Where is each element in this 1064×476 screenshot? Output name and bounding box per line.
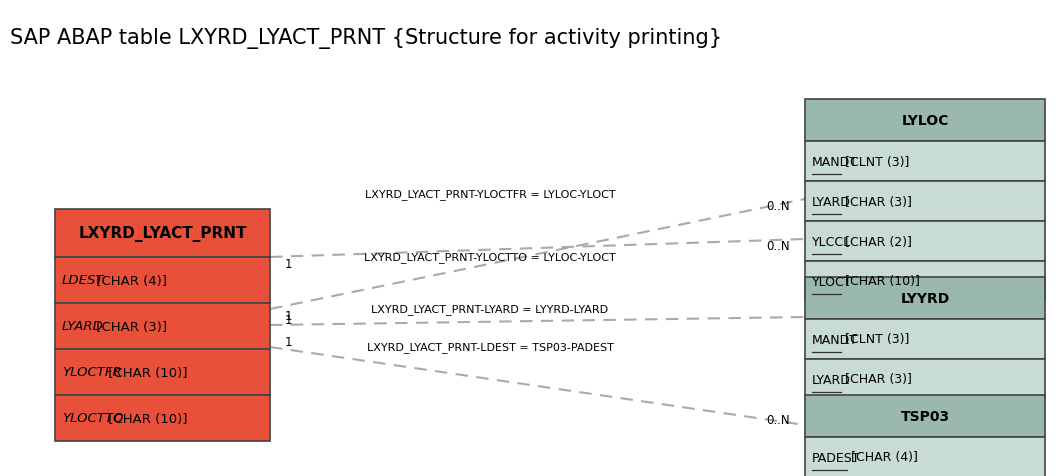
FancyBboxPatch shape [805,261,1045,301]
Text: [CLNT (3)]: [CLNT (3)] [841,155,910,168]
FancyBboxPatch shape [805,319,1045,359]
FancyBboxPatch shape [805,278,1045,319]
Text: 0..N: 0..N [766,199,789,212]
Text: YLCCL: YLCCL [812,235,851,248]
Text: LYYRD: LYYRD [900,291,950,306]
Text: [CHAR (3)]: [CHAR (3)] [92,320,167,333]
FancyBboxPatch shape [805,395,1045,437]
Text: LXYRD_LYACT_PRNT: LXYRD_LYACT_PRNT [79,226,247,241]
Text: TSP03: TSP03 [900,409,949,423]
Text: LXYRD_LYACT_PRNT-YLOCTTO = LYLOC-YLOCT: LXYRD_LYACT_PRNT-YLOCTTO = LYLOC-YLOCT [364,252,616,263]
FancyBboxPatch shape [55,258,270,303]
FancyBboxPatch shape [55,209,270,258]
Text: 0..N: 0..N [766,239,789,252]
Text: [CHAR (10)]: [CHAR (10)] [841,275,920,288]
FancyBboxPatch shape [805,100,1045,142]
Text: YLOCTFR: YLOCTFR [62,366,121,379]
Text: YLOCTTO: YLOCTTO [62,412,123,425]
Text: [CHAR (3)]: [CHAR (3)] [841,195,912,208]
Text: SAP ABAP table LXYRD_LYACT_PRNT {Structure for activity printing}: SAP ABAP table LXYRD_LYACT_PRNT {Structu… [10,28,722,49]
FancyBboxPatch shape [805,221,1045,261]
FancyBboxPatch shape [805,437,1045,476]
Text: 1: 1 [285,309,293,322]
Text: LYLOC: LYLOC [901,114,949,128]
Text: MANDT: MANDT [812,155,858,168]
Text: MANDT: MANDT [812,333,858,346]
FancyBboxPatch shape [55,395,270,441]
Text: [CHAR (10)]: [CHAR (10)] [104,412,187,425]
Text: YLOCT: YLOCT [812,275,852,288]
FancyBboxPatch shape [805,182,1045,221]
Text: LYARD: LYARD [812,373,851,386]
Text: [CHAR (3)]: [CHAR (3)] [841,373,912,386]
Text: [CLNT (3)]: [CLNT (3)] [841,333,910,346]
FancyBboxPatch shape [55,303,270,349]
Text: [CHAR (4)]: [CHAR (4)] [847,451,917,464]
FancyBboxPatch shape [805,142,1045,182]
Text: LXYRD_LYACT_PRNT-YLOCTFR = LYLOC-YLOCT: LXYRD_LYACT_PRNT-YLOCTFR = LYLOC-YLOCT [365,189,615,200]
FancyBboxPatch shape [55,349,270,395]
Text: 1: 1 [285,313,293,326]
Text: LDEST: LDEST [62,274,104,287]
FancyBboxPatch shape [805,359,1045,399]
Text: 1: 1 [285,335,293,348]
Text: [CHAR (4)]: [CHAR (4)] [92,274,167,287]
Text: 0..N: 0..N [766,413,789,426]
Text: LYARD: LYARD [812,195,851,208]
Text: 1: 1 [285,257,293,270]
Text: LYARD: LYARD [62,320,104,333]
Text: LXYRD_LYACT_PRNT-LDEST = TSP03-PADEST: LXYRD_LYACT_PRNT-LDEST = TSP03-PADEST [367,342,614,353]
Text: PADEST: PADEST [812,451,861,464]
Text: [CHAR (10)]: [CHAR (10)] [104,366,187,379]
Text: [CHAR (2)]: [CHAR (2)] [841,235,912,248]
Text: LXYRD_LYACT_PRNT-LYARD = LYYRD-LYARD: LXYRD_LYACT_PRNT-LYARD = LYYRD-LYARD [371,304,609,315]
